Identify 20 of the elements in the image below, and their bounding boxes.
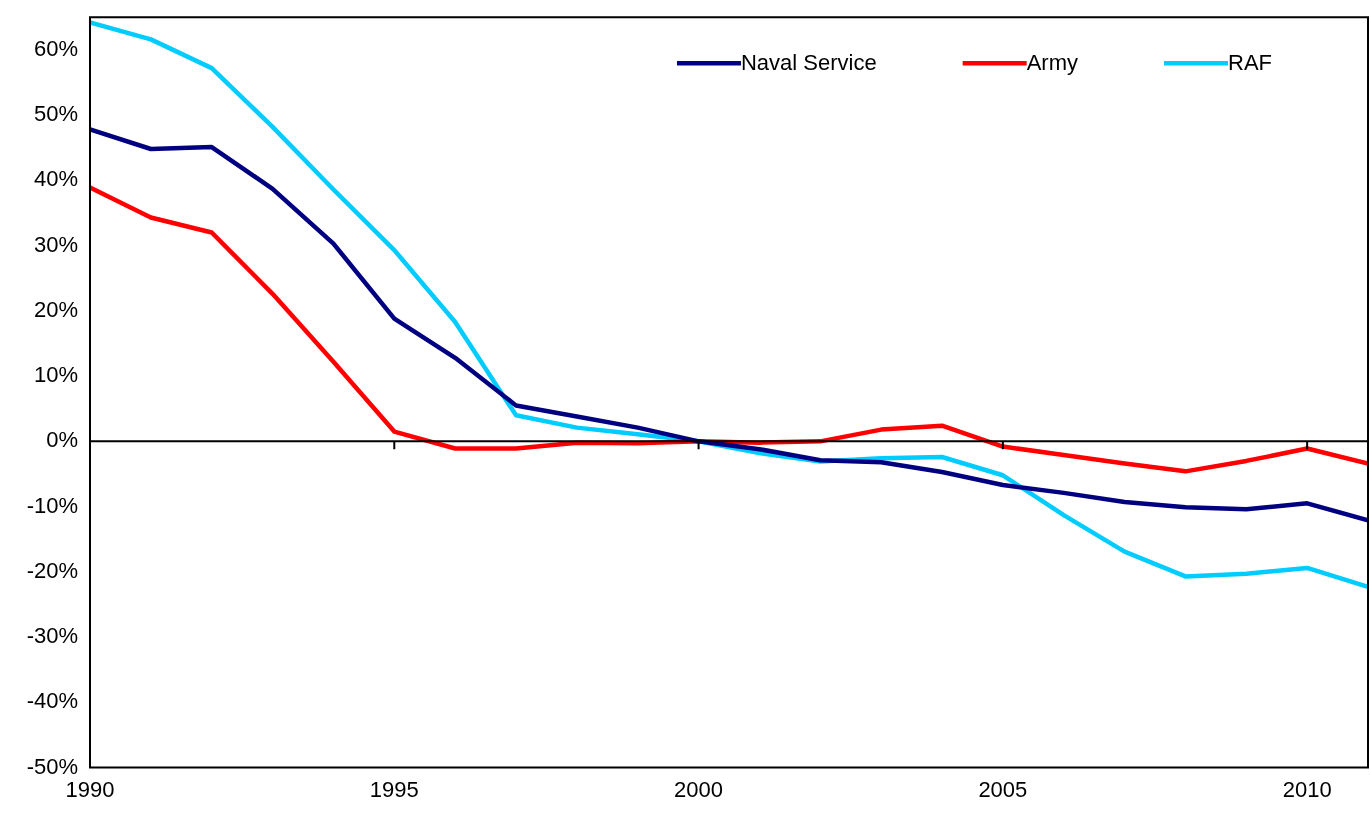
y-tick-label: 60% bbox=[33, 35, 78, 61]
y-tick-label: 30% bbox=[33, 231, 78, 257]
legend-label: Naval Service bbox=[740, 50, 877, 76]
x-tick-label: 2000 bbox=[674, 776, 724, 802]
y-tick-label: -40% bbox=[26, 688, 78, 714]
y-tick-label: 0% bbox=[46, 427, 78, 453]
x-tick-label: 2010 bbox=[1282, 776, 1332, 802]
x-tick-label: 1995 bbox=[369, 776, 419, 802]
y-tick-label: 40% bbox=[33, 166, 78, 192]
x-tick-label: 2005 bbox=[978, 776, 1028, 802]
x-tick-label: 1990 bbox=[65, 776, 115, 802]
y-tick-label: -10% bbox=[26, 492, 78, 518]
y-tick-label: 10% bbox=[33, 362, 78, 388]
y-tick-label: 50% bbox=[33, 101, 78, 127]
y-tick-label: -20% bbox=[26, 557, 78, 583]
y-tick-label: 20% bbox=[33, 296, 78, 322]
legend-label: Army bbox=[1026, 50, 1078, 76]
y-tick-label: -50% bbox=[26, 753, 78, 779]
legend-label: RAF bbox=[1228, 50, 1272, 76]
y-tick-label: -30% bbox=[26, 623, 78, 649]
